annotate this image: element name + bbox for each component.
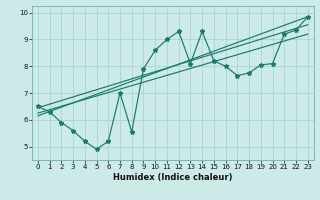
X-axis label: Humidex (Indice chaleur): Humidex (Indice chaleur) [113, 173, 233, 182]
